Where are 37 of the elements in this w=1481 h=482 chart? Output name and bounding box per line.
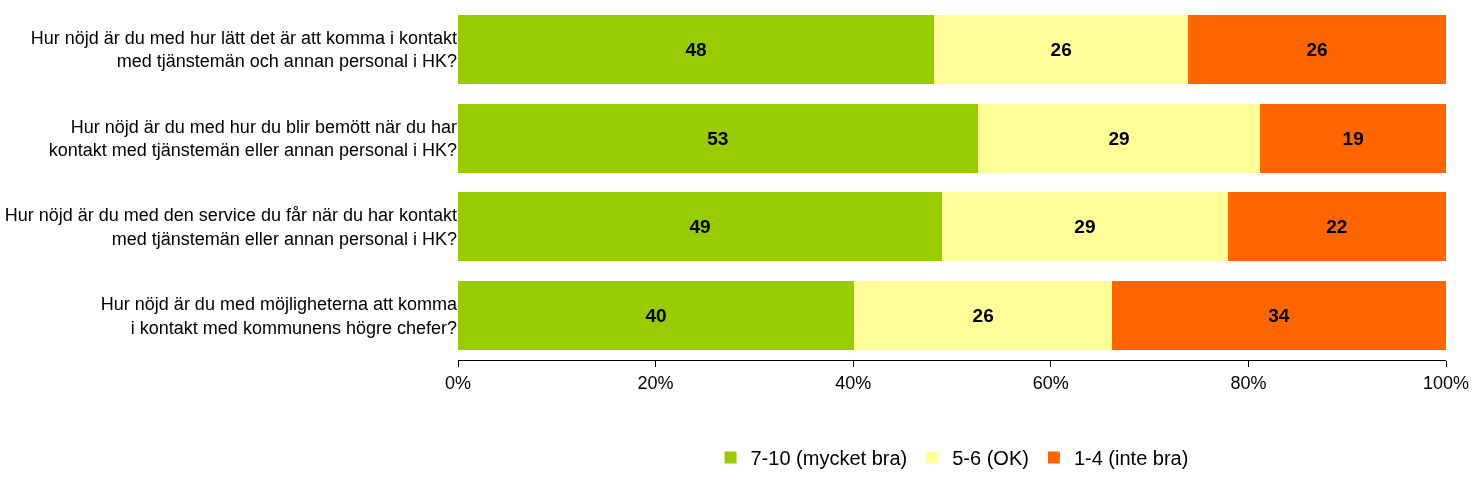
- bar: [458, 14, 935, 84]
- data-label: 26: [1050, 38, 1072, 60]
- bar: [934, 14, 1189, 84]
- legend-label: 7-10 (mycket bra): [750, 447, 908, 470]
- x-tick-label: 0%: [444, 372, 472, 393]
- bar: [1112, 281, 1446, 351]
- data-label: 26: [1306, 38, 1328, 60]
- data-label: 22: [1326, 216, 1348, 238]
- x-tick-label: 20%: [637, 372, 674, 393]
- x-tick-label: 40%: [835, 372, 872, 393]
- bar: [854, 281, 1113, 351]
- bar: [458, 103, 978, 173]
- data-label: 40: [645, 305, 667, 327]
- x-tick-label: 80%: [1230, 372, 1267, 393]
- y-tick-label: Hur nöjd är du med hur lätt det är att komma i kontakt med tjänstemän och annan personal i HK?: [30, 27, 457, 72]
- bar: [1227, 192, 1446, 262]
- legend-label: 1-4 (inte bra): [1073, 447, 1189, 470]
- bar: [942, 192, 1228, 262]
- data-label: 19: [1342, 127, 1364, 149]
- legend-label: 5-6 (OK): [952, 447, 1029, 470]
- data-label: 29: [1108, 127, 1130, 149]
- data-label: 49: [689, 216, 711, 238]
- data-label: 26: [972, 305, 994, 327]
- bar: [1260, 103, 1446, 173]
- bar: [1188, 14, 1446, 84]
- x-tick-label: 100%: [1422, 372, 1470, 393]
- y-tick-label: Hur nöjd är du med den service du får när du har kontakt med tjänstemän eller annan personal i HK?: [4, 205, 457, 249]
- bar: [977, 103, 1261, 173]
- bar: [458, 192, 943, 262]
- data-label: 29: [1074, 216, 1096, 238]
- data-label: 53: [707, 127, 729, 149]
- bar: [458, 281, 855, 351]
- data-label: 48: [685, 38, 707, 60]
- data-label: 34: [1268, 305, 1290, 327]
- x-tick-label: 60%: [1032, 372, 1069, 393]
- y-tick-label: Hur nöjd är du med möjligheterna att komma i kontakt med kommunens högre chefer?: [100, 294, 458, 338]
- y-tick-label: Hur nöjd är du med hur du blir bemött när du har kontakt med tjänstemän eller annan personal i HK?: [48, 116, 457, 161]
